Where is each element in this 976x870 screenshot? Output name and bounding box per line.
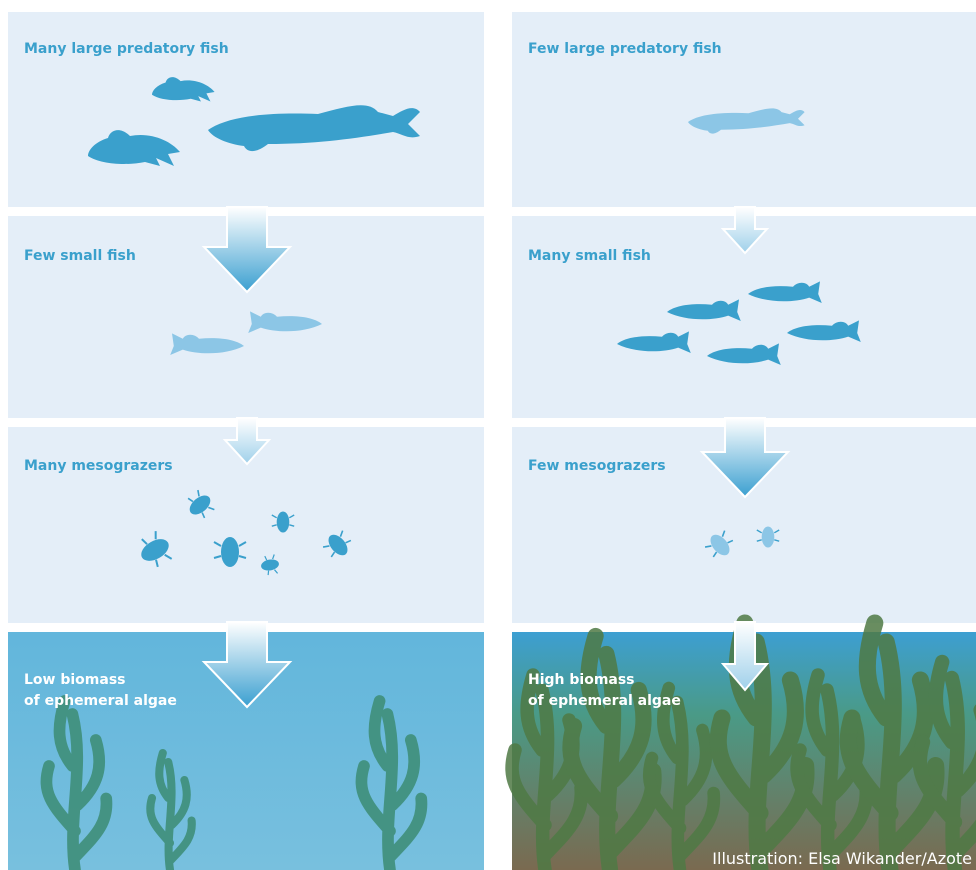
panel-label: Few large predatory fish (528, 41, 722, 57)
credit: Illustration: Elsa Wikander/Azote (712, 849, 972, 868)
panel-label: of ephemeral algae (24, 693, 177, 709)
diagram: Many large predatory fish Few small fish… (0, 0, 976, 870)
panel-label: High biomass (528, 672, 635, 688)
panel-label: Many mesograzers (24, 458, 173, 474)
panel-label: Many small fish (528, 248, 651, 264)
panel-label: Few mesograzers (528, 458, 666, 474)
panel-label: Few small fish (24, 248, 136, 264)
panel-label: Many large predatory fish (24, 41, 229, 57)
panel-label: of ephemeral algae (528, 693, 681, 709)
panel-label: Low biomass (24, 672, 126, 688)
